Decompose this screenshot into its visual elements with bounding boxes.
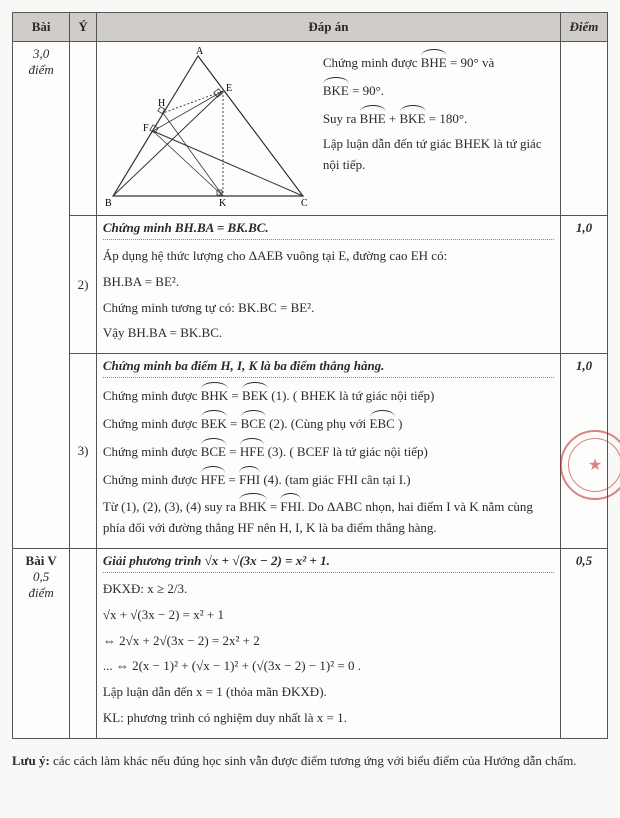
bai5-y [70,548,97,738]
row-bai5: Bài V 0,5 điểm Giải phương trình √x + √(… [13,548,608,738]
pt-B: B [105,198,112,209]
footnote-label: Lưu ý: [12,753,50,768]
header-diem: Điểm [560,13,607,42]
pt-F: F [143,123,149,134]
bai4-p1-y [70,42,97,216]
header-bai: Bài [13,13,70,42]
row-bai4-part1: 3,0 điểm A B C E [13,42,608,216]
bai4-p2-head: Chứng minh BH.BA = BK.BC. [103,220,554,240]
header-dapan: Đáp án [96,13,560,42]
footnote-text: các cách làm khác nếu đúng học sinh vẫn … [50,753,577,768]
geometry-figure: A B C E F H [103,46,313,211]
bai5-label: Bài V 0,5 điểm [13,548,70,738]
bai4-p2-y: 2) [70,216,97,354]
bai5-diem: 0,5 [560,548,607,738]
bai4-p3-diem: 1,0 [560,354,607,549]
bai4-p2-ans: Chứng minh BH.BA = BK.BC. Áp dụng hệ thứ… [96,216,560,354]
pt-C: C [301,198,308,209]
bai4-p3-y: 3) [70,354,97,549]
header-row: Bài Ý Đáp án Điểm [13,13,608,42]
row-bai4-part2: 2) Chứng minh BH.BA = BK.BC. Áp dụng hệ … [13,216,608,354]
bai4-p1-text: Chứng minh được BHE = 90° và BKE = 90°. … [323,46,554,211]
pt-E: E [226,83,232,94]
bai4-p3-head: Chứng minh ba điểm H, I, K là ba điểm th… [103,358,554,378]
answer-table: Bài Ý Đáp án Điểm 3,0 điểm A B C [12,12,608,739]
pt-A: A [196,46,204,57]
bai4-p2-diem: 1,0 [560,216,607,354]
header-y: Ý [70,13,97,42]
bai4-p1-ans: A B C E F H [96,42,560,216]
row-bai4-part3: 3) Chứng minh ba điểm H, I, K là ba điểm… [13,354,608,549]
footnote: Lưu ý: các cách làm khác nếu đúng học si… [12,751,608,771]
bai4-label: 3,0 điểm [13,42,70,549]
bai4-p1-diem [560,42,607,216]
pt-K: K [219,198,227,209]
bai5-ans: Giải phương trình √x + √(3x − 2) = x² + … [96,548,560,738]
bai4-p3-ans: Chứng minh ba điểm H, I, K là ba điểm th… [96,354,560,549]
bai5-head: Giải phương trình √x + √(3x − 2) = x² + … [103,553,554,573]
